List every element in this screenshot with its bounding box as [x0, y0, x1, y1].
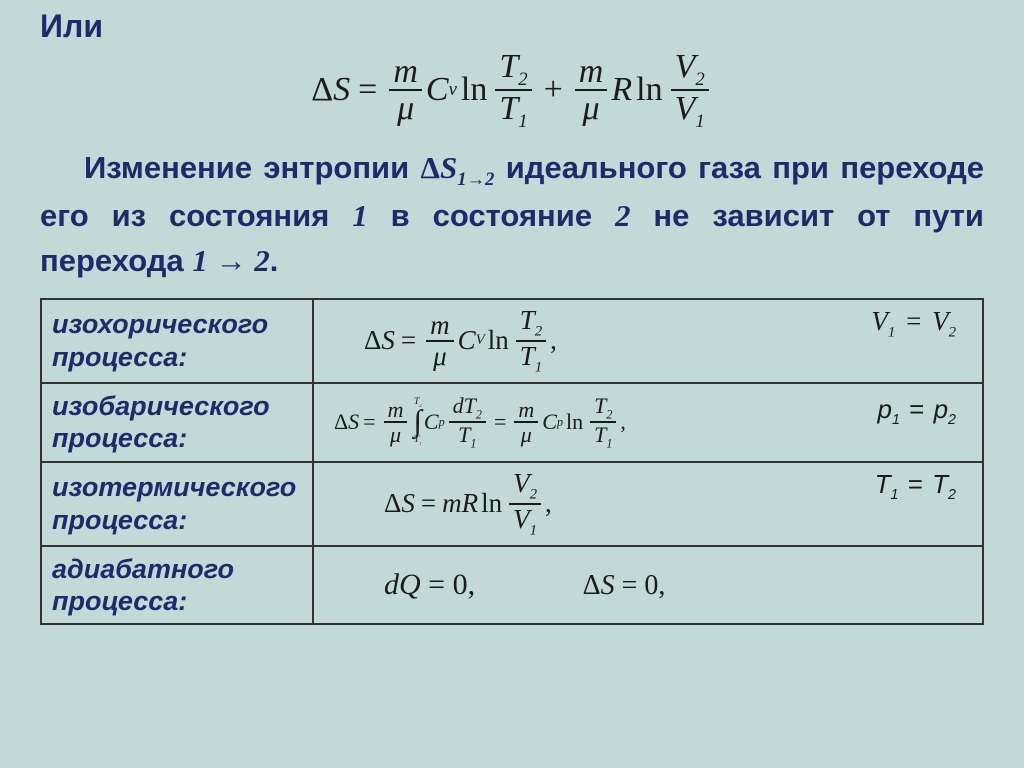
- process-label: изотермического процесса:: [41, 462, 313, 546]
- condition: V1 = V2: [871, 306, 956, 341]
- equation: dQ = 0,: [384, 568, 483, 601]
- frac-den: μ: [393, 91, 418, 127]
- table-row: изохорического процесса: V1 = V2 ΔS= mμ …: [41, 299, 983, 383]
- process-label: изобарического процесса:: [41, 383, 313, 462]
- section-header: Или: [40, 8, 984, 45]
- main-equation: ΔS = m μ Cv ln T2 T1 + m μ R ln V2 V1: [40, 49, 984, 132]
- frac-num: m: [389, 54, 422, 92]
- table-row: изотермического процесса: T1 = T2 ΔS= mR…: [41, 462, 983, 546]
- equation: ΔS = 0,: [583, 570, 666, 601]
- description-paragraph: Изменение энтропии ΔS1→2 идеального газа…: [40, 146, 984, 284]
- table-row: изобарического процесса: p1 = p2 ΔS= mμ …: [41, 383, 983, 462]
- process-label: изохорического процесса:: [41, 299, 313, 383]
- condition: T1 = T2: [875, 469, 956, 503]
- table-row: адиабатного процесса: dQ = 0, ΔS = 0,: [41, 546, 983, 625]
- process-table: изохорического процесса: V1 = V2 ΔS= mμ …: [40, 298, 984, 625]
- condition: p1 = p2: [878, 394, 957, 428]
- process-label: адиабатного процесса:: [41, 546, 313, 625]
